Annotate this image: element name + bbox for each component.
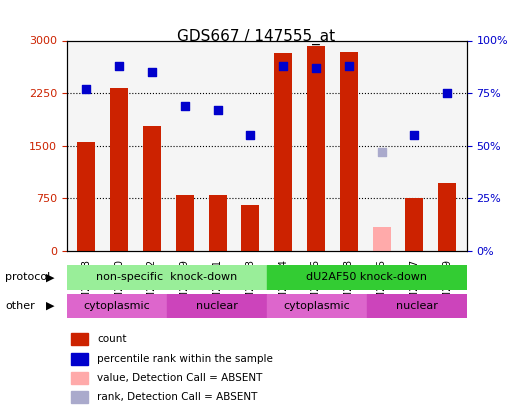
Bar [372,226,390,251]
Point [279,62,287,69]
Bar [209,195,227,251]
Bar [71,333,89,345]
Bar [167,294,267,318]
Bar [71,372,89,384]
Text: GDS667 / 147555_at: GDS667 / 147555_at [177,28,336,45]
Text: ▶: ▶ [46,301,55,311]
Point [345,62,353,69]
Bar [307,46,325,251]
Bar [176,195,194,251]
Text: nuclear: nuclear [196,301,238,311]
Text: count: count [97,334,127,344]
Point [115,62,123,69]
Text: nuclear: nuclear [396,301,438,311]
Point [246,132,254,139]
Point [181,102,189,109]
Bar [110,88,128,251]
Bar [267,265,467,290]
Bar [71,391,89,403]
Bar [367,294,467,318]
Bar [143,126,161,251]
Text: rank, Detection Call = ABSENT: rank, Detection Call = ABSENT [97,392,258,402]
Bar [67,265,267,290]
Bar [405,198,423,251]
Bar [267,294,367,318]
Point [312,65,320,71]
Text: protocol: protocol [5,273,50,282]
Text: cytoplasmic: cytoplasmic [283,301,350,311]
Bar [340,52,358,251]
Bar [274,53,292,251]
Point [148,69,156,75]
Bar [438,183,456,251]
Text: percentile rank within the sample: percentile rank within the sample [97,354,273,364]
Text: dU2AF50 knock-down: dU2AF50 knock-down [306,273,427,282]
Text: non-specific  knock-down: non-specific knock-down [96,273,238,282]
Bar [77,142,95,251]
Text: other: other [5,301,35,311]
Bar [241,205,260,251]
Bar [71,353,89,365]
Point [443,90,451,96]
Point [213,107,222,113]
Bar [67,294,167,318]
Point [82,86,90,92]
Point [410,132,419,139]
Text: cytoplasmic: cytoplasmic [83,301,150,311]
Point [378,149,386,156]
Text: value, Detection Call = ABSENT: value, Detection Call = ABSENT [97,373,263,383]
Text: ▶: ▶ [46,273,55,282]
